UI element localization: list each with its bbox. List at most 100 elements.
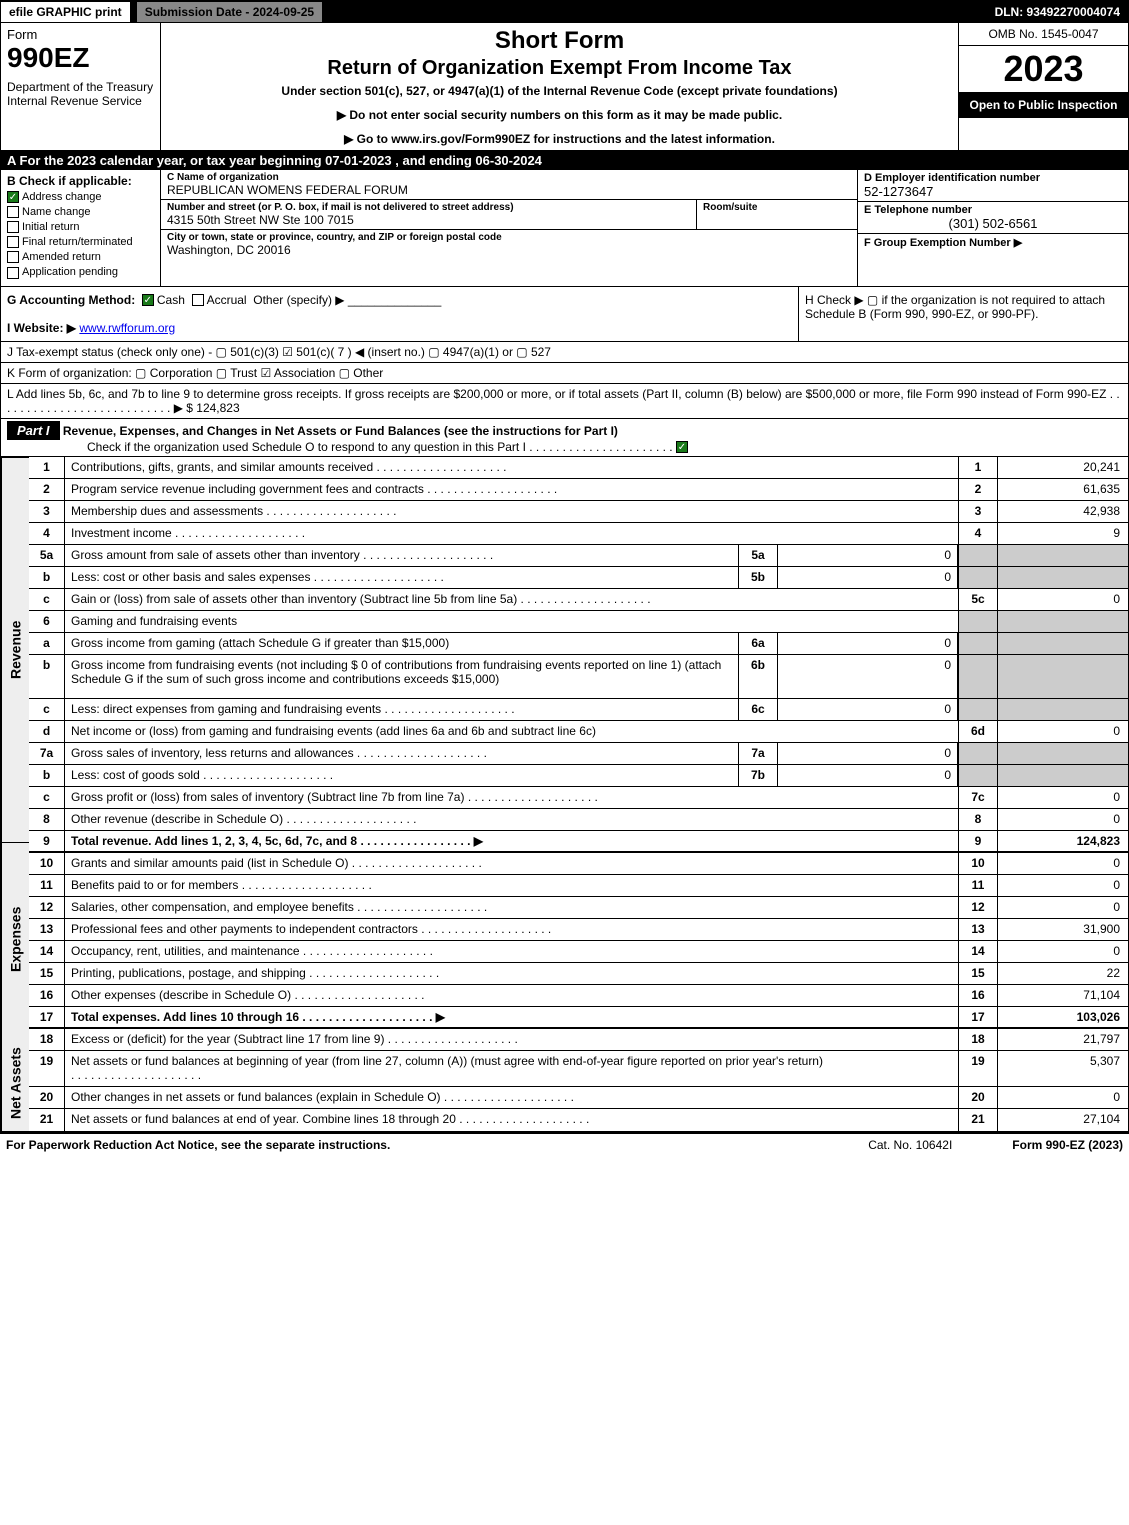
cb-initial-return[interactable]: Initial return xyxy=(7,221,154,233)
form-header: Form 990EZ Department of the Treasury In… xyxy=(1,23,1128,151)
g-label: G Accounting Method: xyxy=(7,293,135,307)
goto-link-text[interactable]: ▶ Go to www.irs.gov/Form990EZ for instru… xyxy=(344,132,775,146)
part1-header-row: Part I Revenue, Expenses, and Changes in… xyxy=(1,419,1128,457)
section-bcdef: B Check if applicable: ✓Address change N… xyxy=(1,170,1128,287)
g-other[interactable]: Other (specify) ▶ xyxy=(253,293,344,307)
part1-title: Revenue, Expenses, and Changes in Net As… xyxy=(63,424,618,438)
title-return: Return of Organization Exempt From Incom… xyxy=(165,57,954,80)
top-bar: efile GRAPHIC print Submission Date - 20… xyxy=(1,1,1128,23)
row-a-tax-year: A For the 2023 calendar year, or tax yea… xyxy=(1,151,1128,170)
e-phone-label: E Telephone number xyxy=(864,204,1122,216)
line-5b: bLess: cost or other basis and sales exp… xyxy=(29,567,1128,589)
line-7a: 7aGross sales of inventory, less returns… xyxy=(29,743,1128,765)
efile-label[interactable]: efile GRAPHIC print xyxy=(1,2,132,22)
line-6: 6Gaming and fundraising events xyxy=(29,611,1128,633)
omb-number: OMB No. 1545-0047 xyxy=(959,23,1128,46)
line-11: 11Benefits paid to or for members110 xyxy=(29,875,1128,897)
ein-value: 52-1273647 xyxy=(864,184,1122,199)
section-c: C Name of organization REPUBLICAN WOMENS… xyxy=(161,170,858,286)
line-7c: cGross profit or (loss) from sales of in… xyxy=(29,787,1128,809)
subtitle-section: Under section 501(c), 527, or 4947(a)(1)… xyxy=(165,84,954,98)
org-city: Washington, DC 20016 xyxy=(167,243,851,257)
org-street: 4315 50th Street NW Ste 100 7015 xyxy=(167,213,690,227)
sidelabel-expenses: Expenses xyxy=(1,842,29,1035)
cb-address-change[interactable]: ✓Address change xyxy=(7,191,154,203)
dln-label: DLN: 93492270004074 xyxy=(987,2,1128,22)
line-10: 10Grants and similar amounts paid (list … xyxy=(29,853,1128,875)
dept-treasury: Department of the Treasury xyxy=(7,80,154,94)
lines-block: 1Contributions, gifts, grants, and simil… xyxy=(29,457,1128,1131)
row-gh: G Accounting Method: ✓Cash Accrual Other… xyxy=(1,287,1128,342)
line-1: 1Contributions, gifts, grants, and simil… xyxy=(29,457,1128,479)
c-name-label: C Name of organization xyxy=(167,172,851,183)
header-right: OMB No. 1545-0047 2023 Open to Public In… xyxy=(958,23,1128,150)
row-g: G Accounting Method: ✓Cash Accrual Other… xyxy=(1,287,798,341)
c-room-label: Room/suite xyxy=(703,202,851,213)
line-16: 16Other expenses (describe in Schedule O… xyxy=(29,985,1128,1007)
section-b: B Check if applicable: ✓Address change N… xyxy=(1,170,161,286)
section-def: D Employer identification number 52-1273… xyxy=(858,170,1128,286)
cb-amended-return[interactable]: Amended return xyxy=(7,251,154,263)
line-20: 20Other changes in net assets or fund ba… xyxy=(29,1087,1128,1109)
line-14: 14Occupancy, rent, utilities, and mainte… xyxy=(29,941,1128,963)
title-short-form: Short Form xyxy=(165,27,954,55)
line-18: 18Excess or (deficit) for the year (Subt… xyxy=(29,1029,1128,1051)
footer: For Paperwork Reduction Act Notice, see … xyxy=(0,1132,1129,1156)
row-l-val: 124,823 xyxy=(196,401,239,415)
line-6d: dNet income or (loss) from gaming and fu… xyxy=(29,721,1128,743)
line-6b: bGross income from fundraising events (n… xyxy=(29,655,1128,699)
g-cash[interactable]: Cash xyxy=(157,293,185,307)
subtitle-goto: ▶ Go to www.irs.gov/Form990EZ for instru… xyxy=(165,132,954,146)
line-5c: cGain or (loss) from sale of assets othe… xyxy=(29,589,1128,611)
line-5a: 5aGross amount from sale of assets other… xyxy=(29,545,1128,567)
line-3: 3Membership dues and assessments342,938 xyxy=(29,501,1128,523)
cb-name-change[interactable]: Name change xyxy=(7,206,154,218)
line-21: 21Net assets or fund balances at end of … xyxy=(29,1109,1128,1131)
open-to-public: Open to Public Inspection xyxy=(959,92,1128,118)
line-7b: bLess: cost of goods sold7b0 xyxy=(29,765,1128,787)
footer-cat: Cat. No. 10642I xyxy=(868,1138,952,1152)
i-label: I Website: ▶ xyxy=(7,321,76,335)
subtitle-ssn: ▶ Do not enter social security numbers o… xyxy=(165,108,954,122)
part1-check: Check if the organization used Schedule … xyxy=(7,440,1122,454)
b-title: B Check if applicable: xyxy=(7,174,154,188)
g-accrual[interactable]: Accrual xyxy=(207,293,247,307)
sidelabel-netassets: Net Assets xyxy=(1,1035,29,1131)
row-k: K Form of organization: ▢ Corporation ▢ … xyxy=(1,363,1128,384)
line-12: 12Salaries, other compensation, and empl… xyxy=(29,897,1128,919)
line-15: 15Printing, publications, postage, and s… xyxy=(29,963,1128,985)
line-19: 19Net assets or fund balances at beginni… xyxy=(29,1051,1128,1087)
org-name: REPUBLICAN WOMENS FEDERAL FORUM xyxy=(167,183,851,197)
cb-final-return[interactable]: Final return/terminated xyxy=(7,236,154,248)
header-center: Short Form Return of Organization Exempt… xyxy=(161,23,958,150)
footer-formno: Form 990-EZ (2023) xyxy=(1012,1138,1123,1152)
form-number: 990EZ xyxy=(7,42,154,74)
part1-badge: Part I xyxy=(7,421,60,440)
f-group-label: F Group Exemption Number ▶ xyxy=(864,236,1122,249)
line-8: 8Other revenue (describe in Schedule O)8… xyxy=(29,809,1128,831)
tax-year: 2023 xyxy=(959,46,1128,92)
c-city-label: City or town, state or province, country… xyxy=(167,232,851,243)
irs-label: Internal Revenue Service xyxy=(7,94,154,108)
website-link[interactable]: www.rwfforum.org xyxy=(79,321,175,335)
cb-application-pending[interactable]: Application pending xyxy=(7,266,154,278)
submission-date: Submission Date - 2024-09-25 xyxy=(136,1,323,23)
c-street-label: Number and street (or P. O. box, if mail… xyxy=(167,202,690,213)
line-6a: aGross income from gaming (attach Schedu… xyxy=(29,633,1128,655)
phone-value: (301) 502-6561 xyxy=(864,216,1122,231)
header-left: Form 990EZ Department of the Treasury In… xyxy=(1,23,161,150)
row-h: H Check ▶ ▢ if the organization is not r… xyxy=(798,287,1128,341)
line-4: 4Investment income49 xyxy=(29,523,1128,545)
row-l: L Add lines 5b, 6c, and 7b to line 9 to … xyxy=(1,384,1128,419)
sidelabel-revenue: Revenue xyxy=(1,457,29,842)
part1-check-box[interactable]: ✓ xyxy=(676,441,688,453)
line-6c: cLess: direct expenses from gaming and f… xyxy=(29,699,1128,721)
line-9: 9Total revenue. Add lines 1, 2, 3, 4, 5c… xyxy=(29,831,1128,853)
row-j: J Tax-exempt status (check only one) - ▢… xyxy=(1,342,1128,363)
form-word: Form xyxy=(7,27,154,42)
line-13: 13Professional fees and other payments t… xyxy=(29,919,1128,941)
form-container: efile GRAPHIC print Submission Date - 20… xyxy=(0,0,1129,1132)
line-17: 17Total expenses. Add lines 10 through 1… xyxy=(29,1007,1128,1029)
part1-grid: Revenue Expenses Net Assets 1Contributio… xyxy=(1,457,1128,1131)
d-ein-label: D Employer identification number xyxy=(864,172,1122,184)
